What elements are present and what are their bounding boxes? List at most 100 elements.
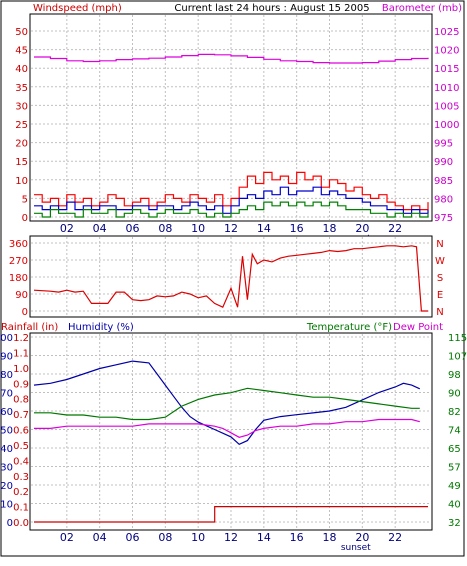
humidity-tick-label: 70: [0, 389, 13, 400]
temperature-tick-label: 74: [448, 426, 461, 437]
humidity-tick-label: 10: [0, 500, 13, 511]
barometer-tick-label: 1025: [434, 27, 459, 38]
temperature-tick-label: 90: [448, 389, 461, 400]
rainfall-tick-label: 0.0: [13, 518, 29, 529]
humidity-tick-label: 50: [0, 426, 13, 437]
temperature-tick-label: 40: [448, 500, 461, 511]
hour-tick-label: 04: [93, 222, 107, 235]
barometer-tick-label: 975: [434, 213, 453, 224]
hour-tick-label: 18: [323, 222, 337, 235]
hour-tick-label: 10: [191, 222, 205, 235]
compass-label: E: [437, 290, 443, 301]
hour-tick-label: 22: [388, 531, 402, 544]
compass-label: N: [436, 307, 443, 318]
windspeed-tick-label: 50: [15, 27, 28, 38]
windspeed-tick-label: 45: [15, 46, 28, 57]
rainfall-tick-label: 1.2: [13, 333, 29, 344]
outer-frame: [0, 0, 465, 557]
wind-direction-series-line: [33, 245, 428, 312]
rainfall-tick-label: 0.4: [13, 456, 29, 467]
hour-tick-label: 04: [93, 531, 107, 544]
humidity-temperature-rain-panel: 0 10 20 30 40 50 60 70 80 90 100 0.0 0.1 0.2 0.3 0.4 0.5…: [0, 332, 467, 553]
hour-tick-label: 06: [126, 222, 140, 235]
temperature-tick-label: 49: [448, 481, 461, 492]
barometer-axis-title: Barometer (mb): [382, 3, 462, 14]
windspeed-tick-label: 5: [22, 194, 28, 205]
temperature-tick-label: 107: [448, 352, 467, 363]
compass-label: S: [437, 273, 443, 284]
windspeed-tick-label: 20: [15, 139, 28, 150]
hour-tick-label: 02: [60, 531, 74, 544]
wind_avg-series-line: [34, 186, 429, 214]
windspeed-tick-label: 15: [15, 157, 28, 168]
hour-tick-label: 18: [323, 531, 337, 544]
barometer-tick-label: 1015: [434, 64, 459, 75]
rainfall-tick-label: 0.9: [13, 379, 29, 390]
compass-label: N: [436, 239, 443, 250]
hour-tick-label: 14: [257, 531, 271, 544]
hour-tick-label: 20: [355, 222, 369, 235]
direction-tick-label: 0: [22, 307, 28, 318]
hour-tick-label: 08: [158, 531, 172, 544]
sunset-marker-label: sunset: [341, 543, 371, 553]
humidity-tick-label: 80: [0, 370, 13, 381]
windspeed-tick-label: 10: [15, 176, 28, 187]
rainfall-tick-label: 1.0: [13, 364, 29, 375]
barometer-tick-label: 990: [434, 157, 453, 168]
windspeed-tick-label: 25: [15, 120, 28, 131]
wind-barometer-panel: 0510152025303540455097598098599099510001…: [15, 13, 459, 244]
hour-tick-label: 12: [224, 222, 238, 235]
humidity-tick-label: 30: [0, 463, 13, 474]
rainfall-tick-label: 0.1: [13, 503, 29, 514]
rainfall-tick-label: 0.3: [13, 472, 29, 483]
dewpoint-series-line: [34, 418, 420, 438]
direction-tick-label: 360: [9, 239, 28, 250]
rainfall-tick-label: 0.5: [13, 441, 29, 452]
temperature-tick-label: 98: [448, 370, 461, 381]
rainfall-tick-label: 0.6: [13, 426, 29, 437]
temperature-tick-label: 65: [448, 444, 461, 455]
hour-tick-label: 08: [158, 222, 172, 235]
temperature-tick-label: 57: [448, 463, 461, 474]
hour-tick-label: 02: [60, 222, 74, 235]
barometer-tick-label: 1000: [434, 120, 459, 131]
rainfall-axis-title: Rainfall (in): [1, 322, 58, 333]
hour-tick-label: 10: [191, 531, 205, 544]
barometer-tick-label: 1005: [434, 101, 459, 112]
hour-tick-label: 20: [355, 531, 369, 544]
wind_low-series-line: [34, 201, 429, 218]
barometer-tick-label: 1020: [434, 46, 459, 57]
dewpoint-axis-title: Dew Point: [393, 322, 443, 333]
windspeed-tick-label: 0: [22, 213, 28, 224]
hour-tick-label: 22: [388, 222, 402, 235]
barometer-tick-label: 985: [434, 176, 453, 187]
humidity-tick-label: 0: [7, 518, 13, 529]
humidity-series-line: [33, 360, 421, 446]
direction-tick-label: 180: [9, 273, 28, 284]
temperature-tick-label: 115: [448, 333, 467, 344]
windspeed-axis-title: Windspeed (mph): [33, 3, 122, 14]
temperature-axis-title: Temperature (°F): [306, 322, 392, 333]
direction-tick-label: 270: [9, 256, 28, 267]
hour-tick-label: 16: [290, 222, 304, 235]
temperature-tick-label: 82: [448, 407, 461, 418]
baro-series-line: [34, 53, 429, 64]
windspeed-tick-label: 40: [15, 64, 28, 75]
humidity-tick-label: 60: [0, 407, 13, 418]
humidity-tick-label: 40: [0, 444, 13, 455]
barometer-tick-label: 1010: [434, 83, 459, 94]
barometer-tick-label: 995: [434, 139, 453, 150]
rainfall-tick-label: 0.8: [13, 395, 29, 406]
hour-tick-label: 14: [257, 222, 271, 235]
windspeed-tick-label: 30: [15, 101, 28, 112]
humidity-axis-title: Humidity (%): [68, 322, 134, 333]
barometer-tick-label: 980: [434, 194, 453, 205]
hour-tick-label: 16: [290, 531, 304, 544]
rainfall-tick-label: 0.2: [13, 487, 29, 498]
hour-tick-label: 06: [126, 531, 140, 544]
temperature-tick-label: 32: [448, 518, 461, 529]
temperature-series-line: [34, 387, 420, 421]
